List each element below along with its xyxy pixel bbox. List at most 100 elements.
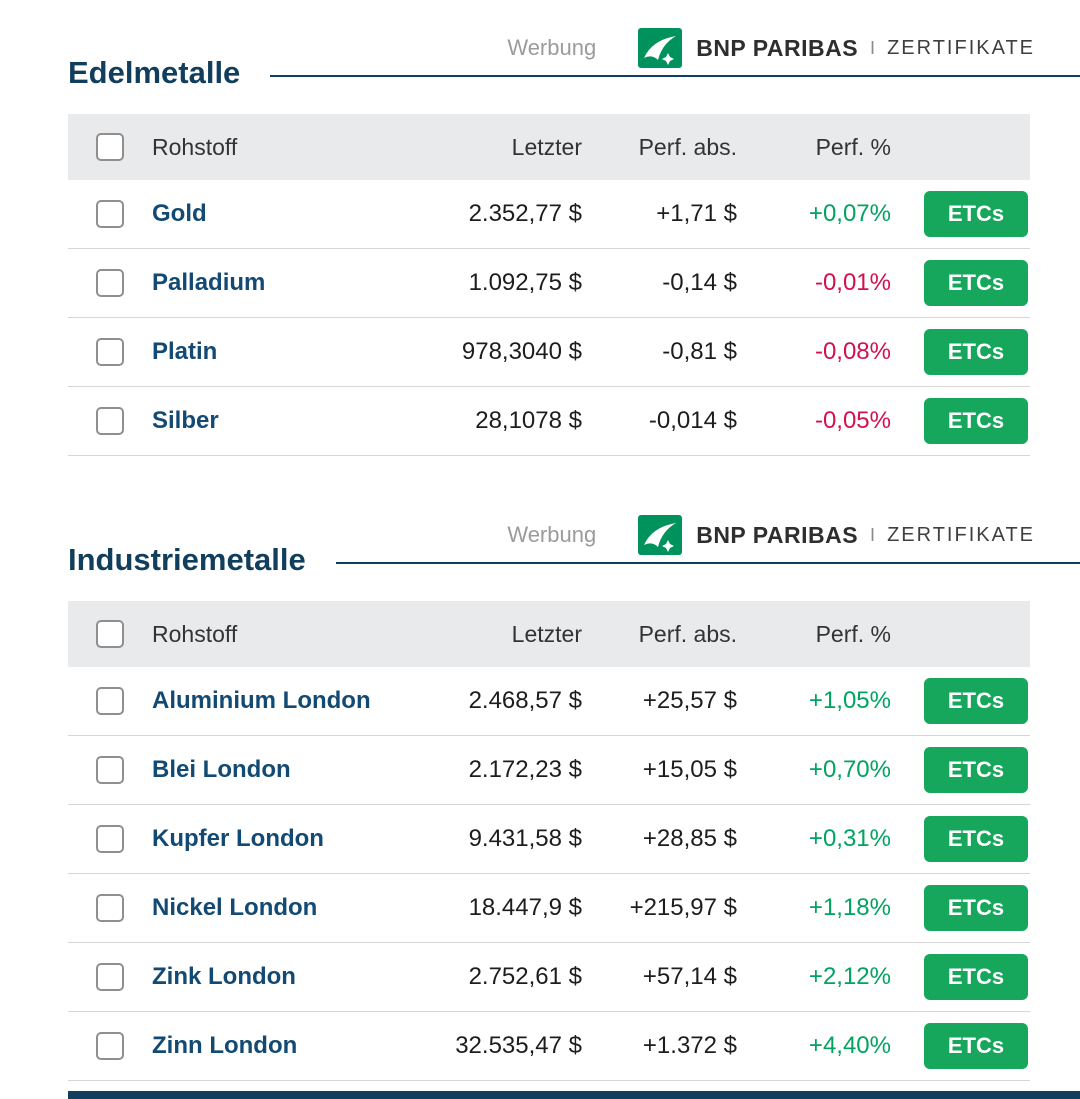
etcs-button[interactable]: ETCs bbox=[924, 816, 1028, 862]
perf-abs: +57,14 $ bbox=[642, 963, 737, 990]
title-rule bbox=[270, 75, 1080, 77]
perf-pct: +1,05% bbox=[808, 687, 891, 714]
last-price: 18.447,9 $ bbox=[468, 894, 582, 921]
row-checkbox[interactable] bbox=[96, 825, 124, 853]
section-header-industriemetalle: Industriemetalle Werbung BNP PARIBAS I Z… bbox=[68, 500, 1080, 577]
row-checkbox[interactable] bbox=[96, 963, 124, 991]
table-header-row: Rohstoff Letzter Perf. abs. Perf. % bbox=[68, 114, 1030, 180]
row-checkbox[interactable] bbox=[96, 338, 124, 366]
perf-abs: -0,81 $ bbox=[662, 338, 737, 365]
perf-pct: +0,70% bbox=[808, 756, 891, 783]
select-all-checkbox[interactable] bbox=[96, 133, 124, 161]
brand-separator: I bbox=[870, 524, 876, 545]
perf-abs: +28,85 $ bbox=[642, 825, 737, 852]
brand-separator: I bbox=[870, 37, 876, 58]
commodity-name[interactable]: Platin bbox=[152, 338, 218, 365]
etcs-button[interactable]: ETCs bbox=[924, 191, 1028, 237]
perf-abs: -0,014 $ bbox=[648, 407, 737, 434]
column-header-perf-pct: Perf. % bbox=[815, 133, 891, 160]
column-header-perf-abs: Perf. abs. bbox=[638, 133, 737, 160]
perf-pct: -0,01% bbox=[814, 269, 891, 296]
commodity-name[interactable]: Silber bbox=[152, 407, 219, 434]
perf-abs: +15,05 $ bbox=[642, 756, 737, 783]
etcs-button[interactable]: ETCs bbox=[924, 1023, 1028, 1069]
section-header-edelmetalle: Edelmetalle Werbung BNP PARIBAS I ZERTIF… bbox=[68, 13, 1080, 90]
next-section-bar bbox=[68, 1091, 1080, 1099]
perf-pct: +4,40% bbox=[808, 1032, 891, 1059]
row-checkbox[interactable] bbox=[96, 687, 124, 715]
ad-banner: Werbung BNP PARIBAS I ZERTIFIKATE bbox=[240, 28, 1080, 68]
table-row: Silber 28,1078 $ -0,014 $ -0,05% ETCs bbox=[68, 387, 1030, 456]
table-header-row: Rohstoff Letzter Perf. abs. Perf. % bbox=[68, 601, 1030, 667]
etcs-button[interactable]: ETCs bbox=[924, 398, 1028, 444]
last-price: 2.752,61 $ bbox=[468, 963, 582, 990]
last-price: 9.431,58 $ bbox=[468, 825, 582, 852]
perf-pct: -0,08% bbox=[814, 338, 891, 365]
table-row: Gold 2.352,77 $ +1,71 $ +0,07% ETCs bbox=[68, 180, 1030, 249]
last-price: 28,1078 $ bbox=[475, 407, 582, 434]
perf-pct: -0,05% bbox=[814, 407, 891, 434]
brand-name: BNP PARIBAS bbox=[696, 521, 859, 548]
bnp-paribas-logo-icon bbox=[638, 515, 683, 555]
perf-abs: +25,57 $ bbox=[642, 687, 737, 714]
commodity-name[interactable]: Aluminium London bbox=[152, 687, 371, 714]
etcs-button[interactable]: ETCs bbox=[924, 329, 1028, 375]
row-checkbox[interactable] bbox=[96, 407, 124, 435]
brand-suffix: ZERTIFIKATE bbox=[887, 523, 1035, 546]
commodity-name[interactable]: Blei London bbox=[152, 756, 291, 783]
last-price: 2.352,77 $ bbox=[468, 200, 582, 227]
row-checkbox[interactable] bbox=[96, 894, 124, 922]
commodity-name[interactable]: Gold bbox=[152, 200, 207, 227]
perf-pct: +0,07% bbox=[808, 200, 891, 227]
etcs-button[interactable]: ETCs bbox=[924, 954, 1028, 1000]
ad-banner: Werbung BNP PARIBAS I ZERTIFIKATE bbox=[306, 515, 1080, 555]
commodity-name[interactable]: Nickel London bbox=[152, 894, 318, 921]
brand-suffix: ZERTIFIKATE bbox=[887, 36, 1035, 59]
table-row: Platin 978,3040 $ -0,81 $ -0,08% ETCs bbox=[68, 318, 1030, 387]
last-price: 978,3040 $ bbox=[461, 338, 582, 365]
table-row: Nickel London 18.447,9 $ +215,97 $ +1,18… bbox=[68, 874, 1030, 943]
column-header-perf-abs: Perf. abs. bbox=[638, 620, 737, 647]
perf-abs: +1.372 $ bbox=[642, 1032, 737, 1059]
perf-abs: +1,71 $ bbox=[656, 200, 737, 227]
perf-abs: -0,14 $ bbox=[662, 269, 737, 296]
column-header-rohstoff: Rohstoff bbox=[152, 620, 238, 647]
row-checkbox[interactable] bbox=[96, 1032, 124, 1060]
perf-pct: +1,18% bbox=[808, 894, 891, 921]
commodity-name[interactable]: Kupfer London bbox=[152, 825, 324, 852]
title-rule bbox=[335, 562, 1080, 564]
etcs-button[interactable]: ETCs bbox=[924, 885, 1028, 931]
column-header-perf-pct: Perf. % bbox=[815, 620, 891, 647]
perf-pct: +2,12% bbox=[808, 963, 891, 990]
commodity-name[interactable]: Zink London bbox=[152, 963, 296, 990]
header-right: Werbung BNP PARIBAS I ZERTIFIKATE bbox=[240, 28, 1080, 90]
column-header-letzter: Letzter bbox=[511, 620, 582, 647]
header-right: Werbung BNP PARIBAS I ZERTIFIKATE bbox=[306, 515, 1080, 577]
select-all-checkbox[interactable] bbox=[96, 620, 124, 648]
row-checkbox[interactable] bbox=[96, 756, 124, 784]
last-price: 2.172,23 $ bbox=[468, 756, 582, 783]
table-row: Palladium 1.092,75 $ -0,14 $ -0,01% ETCs bbox=[68, 249, 1030, 318]
commodity-name[interactable]: Palladium bbox=[152, 269, 266, 296]
perf-abs: +215,97 $ bbox=[629, 894, 737, 921]
brand-name: BNP PARIBAS bbox=[696, 34, 859, 61]
table-row: Blei London 2.172,23 $ +15,05 $ +0,70% E… bbox=[68, 736, 1030, 805]
table-row: Zinn London 32.535,47 $ +1.372 $ +4,40% … bbox=[68, 1012, 1030, 1081]
last-price: 32.535,47 $ bbox=[455, 1032, 582, 1059]
etcs-button[interactable]: ETCs bbox=[924, 747, 1028, 793]
etcs-button[interactable]: ETCs bbox=[924, 678, 1028, 724]
werbung-label: Werbung bbox=[507, 35, 597, 60]
last-price: 2.468,57 $ bbox=[468, 687, 582, 714]
column-header-rohstoff: Rohstoff bbox=[152, 133, 238, 160]
row-checkbox[interactable] bbox=[96, 200, 124, 228]
row-checkbox[interactable] bbox=[96, 269, 124, 297]
last-price: 1.092,75 $ bbox=[468, 269, 582, 296]
table-row: Zink London 2.752,61 $ +57,14 $ +2,12% E… bbox=[68, 943, 1030, 1012]
bnp-paribas-logo-icon bbox=[638, 28, 683, 68]
edelmetalle-table: Rohstoff Letzter Perf. abs. Perf. % Gold… bbox=[68, 114, 1030, 456]
table-row: Aluminium London 2.468,57 $ +25,57 $ +1,… bbox=[68, 667, 1030, 736]
etcs-button[interactable]: ETCs bbox=[924, 260, 1028, 306]
commodity-name[interactable]: Zinn London bbox=[152, 1032, 298, 1059]
perf-pct: +0,31% bbox=[808, 825, 891, 852]
